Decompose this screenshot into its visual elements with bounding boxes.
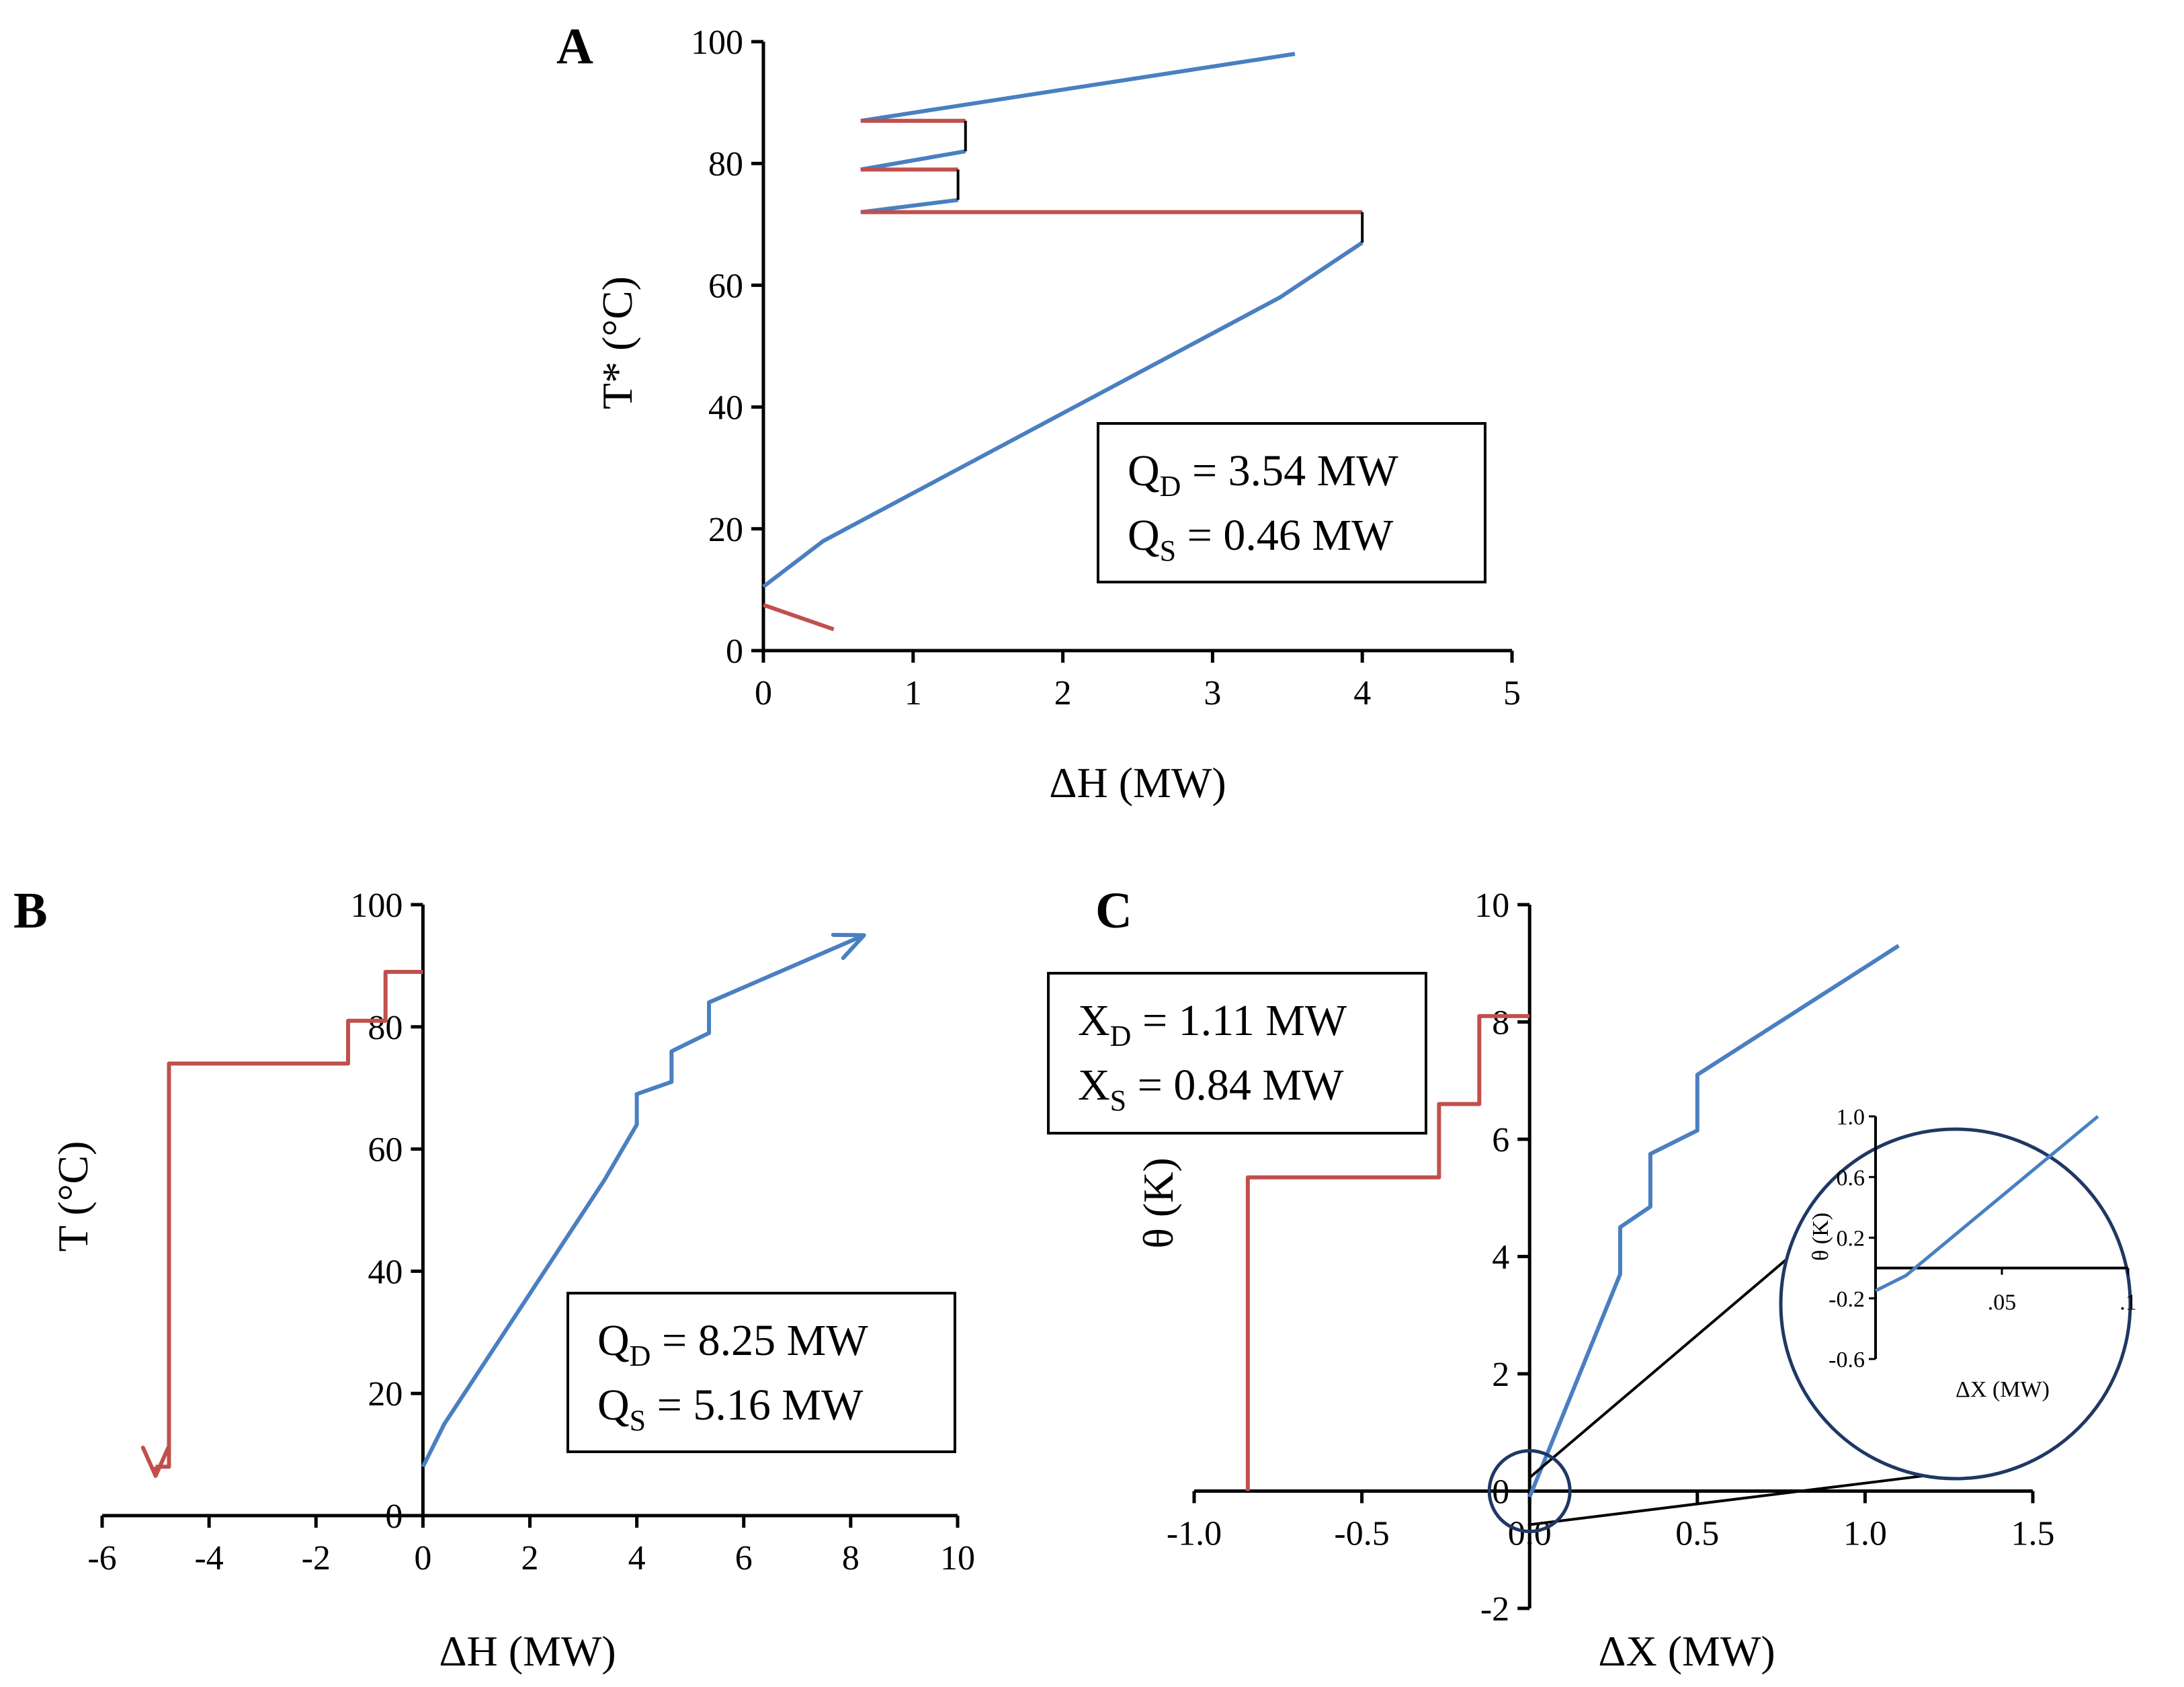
y-tick-label: 20: [368, 1375, 403, 1413]
x-tick-label: 4: [628, 1539, 646, 1577]
series-line-a-0: [762, 241, 1363, 589]
y-tick-label: 8: [1492, 1004, 1509, 1042]
x-tick-label: 8: [842, 1539, 859, 1577]
y-tick-label: 0: [726, 632, 743, 671]
x-tick-label: 0: [755, 674, 772, 712]
series-line-a-1: [860, 198, 959, 214]
x-tick-label: -6: [87, 1539, 116, 1577]
annotation-line-1: QD = 8.25 MW: [597, 1316, 868, 1372]
x-tick-label: 4: [1353, 674, 1371, 712]
y-tick-label: 10: [1474, 887, 1509, 925]
series-line-c-1: [1245, 1014, 1530, 1491]
x-tick-label: 3: [1204, 674, 1221, 712]
series-line-a-2: [860, 149, 966, 172]
annotation-line-2: QS = 0.46 MW: [1128, 511, 1394, 567]
series-line-a-3: [860, 52, 1296, 123]
x-tick-label: -4: [194, 1539, 223, 1577]
x-axis-title: ΔH (MW): [439, 1627, 616, 1675]
inset-y-tick-label: -0.2: [1829, 1287, 1865, 1312]
inset-series-line-0: [1874, 1115, 2099, 1292]
inset-y-tick-label: -0.6: [1829, 1348, 1865, 1372]
panel-label-a: A: [556, 18, 593, 75]
series-line-b-0: [421, 933, 865, 1468]
inset-y-tick-label: 1.0: [1837, 1105, 1865, 1130]
x-tick-label: 1.0: [1843, 1515, 1887, 1553]
x-tick-label: 0.0: [1508, 1515, 1552, 1553]
chart-panel-a: 0 1 2 3 4 5 0 20 40 60 80 100 ΔH (MW) T* (°C) QD = 3.5…: [593, 24, 1521, 807]
x-tick-label: -2: [302, 1539, 331, 1577]
y-tick-label: 80: [708, 145, 743, 183]
x-tick-label: 1: [905, 674, 922, 712]
chart-panel-c: -1.0 -0.5 0.0 0.5 1.0 1.5 -2 0 2 4 6 8 10 ΔX (MW) θ (K…: [1047, 887, 2055, 1675]
inset-x-tick-label: .05: [1988, 1290, 2017, 1315]
inset-x-axis-title: ΔX (MW): [1956, 1377, 2050, 1402]
y-tick-label: 4: [1492, 1239, 1509, 1277]
annotation-box: [1097, 422, 1486, 583]
inset-y-tick-label: 0.2: [1837, 1227, 1865, 1251]
y-tick-label: 0: [1492, 1473, 1509, 1512]
series-line-c-0: [1527, 944, 1900, 1498]
inset-circle: [1779, 1127, 2132, 1481]
y-tick-label: 6: [1492, 1121, 1509, 1159]
x-tick-label: 2: [1054, 674, 1072, 712]
x-tick-label: 1.5: [2011, 1515, 2055, 1553]
x-tick-label: 10: [940, 1539, 975, 1577]
zoom-source-circle: [1487, 1449, 1572, 1533]
x-axis-title: ΔX (MW): [1598, 1627, 1775, 1675]
y-tick-label: 40: [368, 1253, 403, 1291]
x-tick-label: 2: [521, 1539, 539, 1577]
x-tick-label: -1.0: [1167, 1515, 1222, 1553]
y-tick-label: 60: [368, 1131, 403, 1169]
series-line-a-4: [763, 603, 835, 632]
y-tick-label: 40: [708, 389, 743, 427]
x-tick-label: 0.5: [1675, 1515, 1719, 1553]
x-tick-label: -0.5: [1334, 1515, 1389, 1553]
panel-label-b: B: [13, 882, 48, 939]
y-axis-title: θ (K): [1134, 1157, 1182, 1249]
x-axis-title: ΔH (MW): [1049, 759, 1226, 807]
y-tick-label: 20: [708, 511, 743, 549]
x-tick-label: 5: [1503, 674, 1521, 712]
y-axis-title: T* (°C): [593, 276, 641, 409]
series-arrowhead: [831, 932, 866, 960]
inset-y-axis-title: θ (K): [1808, 1212, 1833, 1261]
x-tick-label: 0: [414, 1539, 431, 1577]
y-tick-label: 0: [385, 1497, 403, 1536]
series-arrowhead: [140, 1445, 171, 1478]
y-tick-label: 2: [1492, 1356, 1509, 1394]
y-tick-label: 60: [708, 267, 743, 305]
zoom-line-lower: [1529, 1473, 1930, 1526]
inset-y-tick-label: 0.6: [1837, 1165, 1865, 1190]
inset-x-tick-label: .1: [2119, 1290, 2137, 1315]
annotation-box: [566, 1292, 956, 1453]
x-tick-label: 6: [735, 1539, 753, 1577]
chart-inset-c: .05 .1 -0.6 -0.2 0.2 0.6 1.0 ΔX (MW) θ (K): [1487, 1105, 2137, 1533]
y-axis-title: T (°C): [49, 1141, 97, 1252]
series-line-b-1: [155, 969, 423, 1469]
annotation-line-1: QD = 3.54 MW: [1128, 446, 1398, 503]
y-tick-label: 100: [350, 887, 403, 925]
panel-label-c: C: [1095, 882, 1132, 939]
annotation-line-2: QS = 5.16 MW: [597, 1381, 864, 1437]
y-tick-label: 100: [691, 24, 743, 62]
annotation-line-2: XS = 0.84 MW: [1078, 1061, 1344, 1117]
y-tick-label: -2: [1480, 1590, 1509, 1629]
annotation-line-1: XD = 1.11 MW: [1078, 996, 1347, 1053]
annotation-box: [1047, 972, 1427, 1135]
